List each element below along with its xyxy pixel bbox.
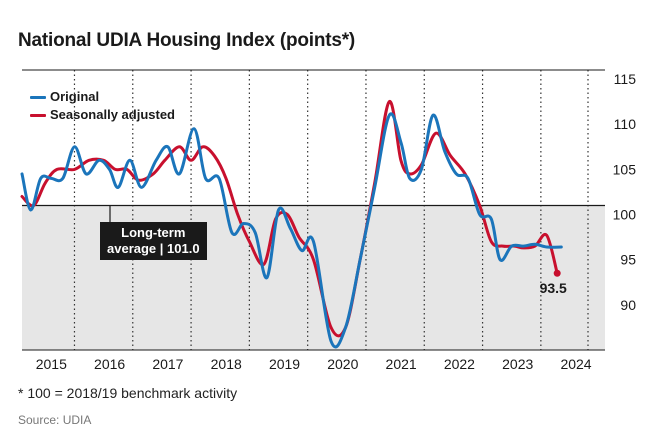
y-tick-label: 95	[620, 252, 636, 268]
y-tick-label: 90	[620, 297, 636, 313]
x-tick-label: 2015	[36, 356, 67, 372]
footnote: * 100 = 2018/19 benchmark activity	[18, 385, 238, 401]
legend-label-original: Original	[50, 89, 100, 104]
source-note: Source: UDIA	[18, 413, 92, 427]
x-tick-label: 2017	[152, 356, 183, 372]
series-original-line	[20, 112, 563, 349]
y-axis-tick-labels: 90 95 100 105 110 115	[613, 71, 637, 313]
x-tick-label: 2019	[269, 356, 300, 372]
latest-value-marker	[553, 269, 561, 277]
x-tick-label: 2016	[94, 356, 125, 372]
y-tick-label: 100	[613, 207, 637, 223]
chart-title: National UDIA Housing Index (points*)	[18, 30, 356, 51]
callout-line-1: Long-term	[121, 225, 186, 240]
x-tick-label: 2024	[560, 356, 591, 372]
y-tick-label: 115	[614, 71, 637, 87]
x-tick-label: 2021	[386, 356, 417, 372]
callout-line-2: average | 101.0	[107, 241, 200, 256]
x-axis-tick-labels: 2015 2016 2017 2018 2019 2020 2021 2022 2023 2024	[36, 356, 592, 372]
long-term-average-callout: Long-term average | 101.0	[100, 222, 207, 260]
x-tick-label: 2018	[211, 356, 242, 372]
legend-swatch-seasonally-adjusted	[30, 113, 46, 117]
legend: Original Seasonally adjusted	[30, 88, 175, 124]
latest-value-label: 93.5	[540, 280, 567, 296]
legend-swatch-original	[30, 95, 46, 99]
x-tick-label: 2020	[327, 356, 358, 372]
legend-item-seasonally-adjusted: Seasonally adjusted	[30, 106, 175, 124]
y-tick-label: 105	[613, 161, 637, 177]
series-seasonally-adjusted-line	[20, 100, 559, 338]
y-tick-label: 110	[614, 116, 637, 132]
x-tick-label: 2022	[444, 356, 475, 372]
legend-item-original: Original	[30, 88, 175, 106]
x-tick-label: 2023	[502, 356, 533, 372]
legend-label-seasonally-adjusted: Seasonally adjusted	[50, 107, 175, 122]
